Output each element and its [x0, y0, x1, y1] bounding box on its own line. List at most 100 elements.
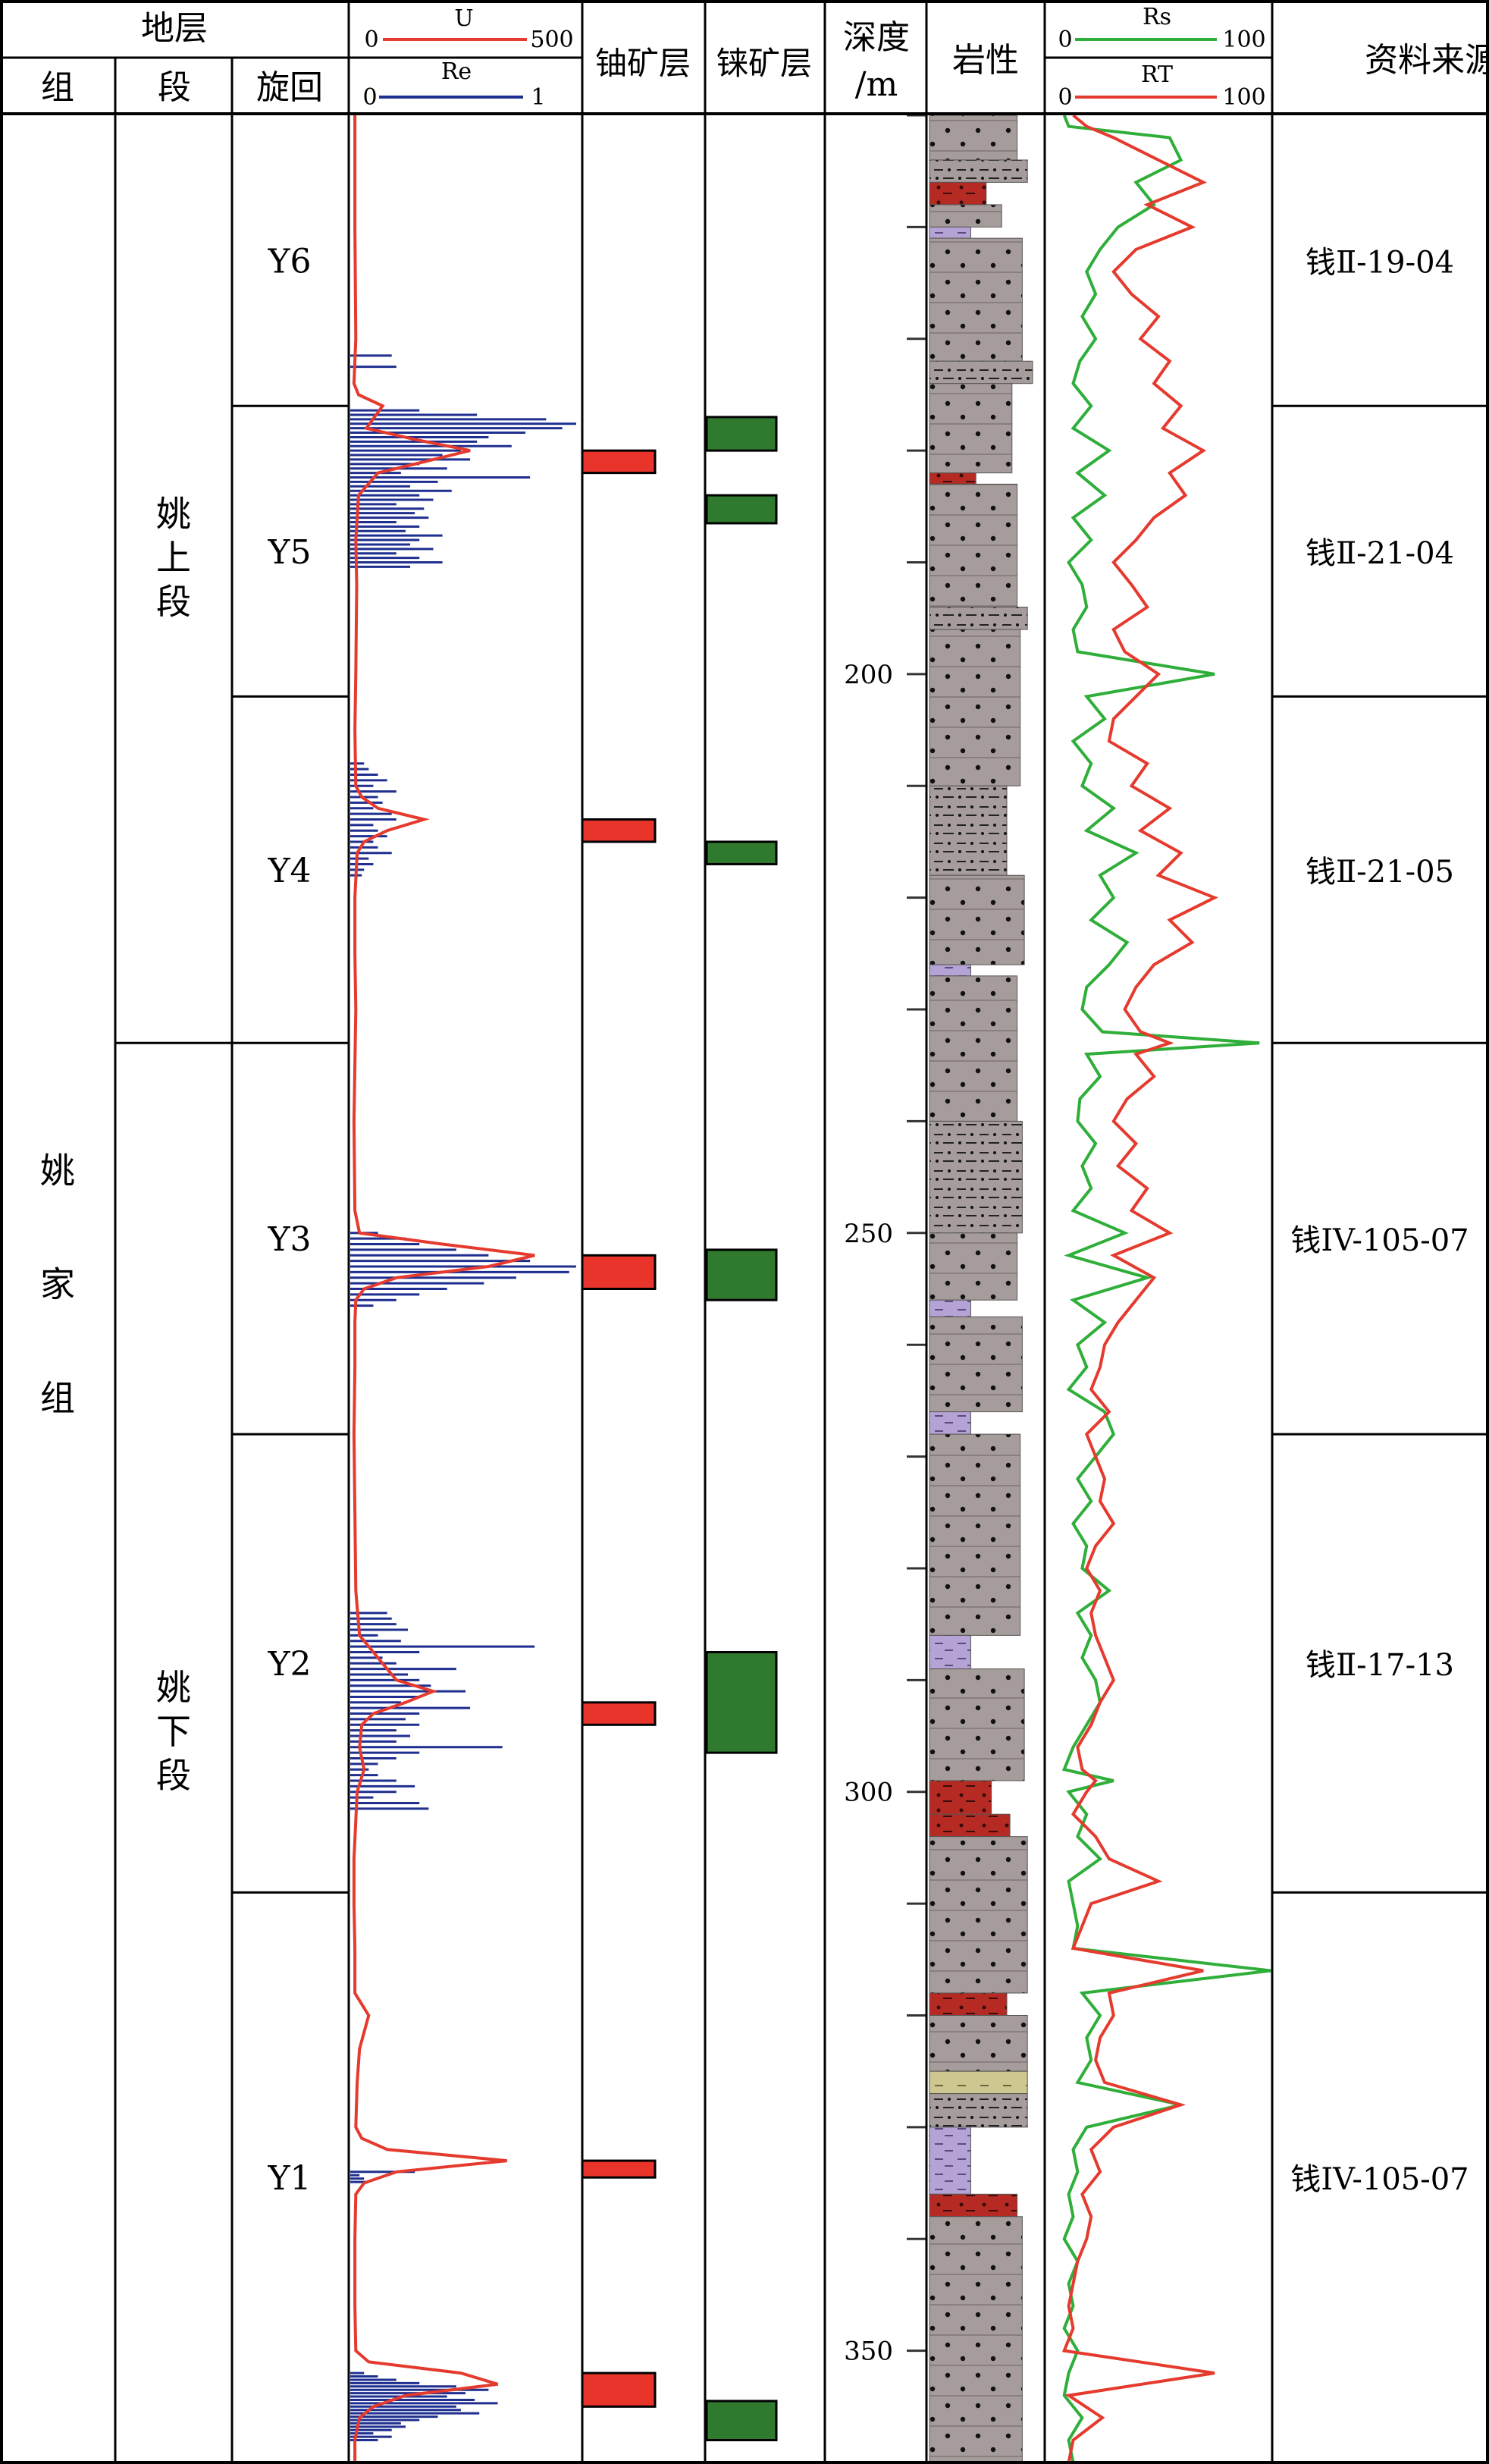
- header-depth-unit: /m: [855, 65, 898, 104]
- depth-tick-label: 350: [844, 2337, 893, 2367]
- lithology-bed: [929, 2193, 1018, 2218]
- rt-min: 0: [1058, 84, 1072, 111]
- lithology-bed: [929, 606, 1028, 630]
- lithology-bed: [929, 964, 971, 977]
- header-source: 资料来源: [1365, 41, 1489, 80]
- source-label: 钱Ⅱ-21-05: [1306, 855, 1454, 890]
- rs-max: 100: [1222, 27, 1265, 53]
- rhenium-layer-block: [705, 1650, 778, 1754]
- lithology-bed: [929, 1668, 1025, 1781]
- group-name-char: 组: [40, 1378, 75, 1419]
- header-member: 段: [158, 68, 191, 107]
- lithology-bed: [929, 1232, 1018, 1301]
- rt-label: RT: [1141, 61, 1173, 88]
- header-uranium-layer: 铀矿层: [595, 45, 691, 82]
- cycle-label: Y5: [267, 533, 311, 572]
- rhenium-layer-block: [705, 494, 778, 525]
- lithology-bed: [929, 2127, 971, 2195]
- lithology-bed: [929, 181, 987, 206]
- stratigraphic-zones: 姚家组姚上段姚下段Y6Y5Y4Y3Y2Y1钱Ⅱ-19-04钱Ⅱ-21-04钱Ⅱ-…: [40, 243, 1487, 2198]
- rhenium-layer-block: [705, 840, 778, 865]
- rs-curve: [1061, 115, 1271, 2463]
- log-curves: [350, 114, 1271, 2463]
- header-cycle: 旋回: [256, 68, 323, 107]
- member-name-char: 姚: [156, 494, 191, 535]
- header-lithology: 岩性: [952, 41, 1019, 80]
- u-min: 0: [364, 27, 378, 53]
- source-label: 钱IV-105-07: [1290, 1223, 1469, 1258]
- header-group: 组: [41, 68, 74, 107]
- lithology-column: [929, 115, 1033, 2463]
- lithology-bed: [929, 159, 1028, 183]
- u-curve: [352, 115, 535, 2462]
- lithology-bed: [929, 2093, 1028, 2128]
- header-depth: 深度: [843, 18, 910, 57]
- lithology-bed: [929, 1299, 971, 1317]
- lithology-bed: [929, 1316, 1023, 1413]
- u-label: U: [454, 5, 473, 32]
- depth-tick-label: 250: [844, 1219, 893, 1249]
- lithology-bed: [929, 226, 971, 239]
- rt-max: 100: [1222, 84, 1265, 111]
- cycle-label: Y3: [267, 1220, 311, 1259]
- uranium-layer-block: [581, 818, 657, 843]
- uranium-layer-block: [581, 1254, 657, 1291]
- re-min: 0: [362, 84, 377, 111]
- member-name-char: 姚: [156, 1667, 191, 1708]
- lithology-bed: [929, 2014, 1028, 2072]
- lithology-bed: [929, 472, 976, 485]
- lithology-bed: [929, 1813, 1011, 1838]
- lithology-bed: [929, 1411, 971, 1435]
- lithology-bed: [929, 2216, 1023, 2463]
- re-max: 1: [531, 84, 545, 111]
- source-label: 钱Ⅱ-21-04: [1306, 536, 1454, 571]
- re-label: Re: [441, 58, 472, 85]
- cycle-label: Y4: [267, 852, 311, 890]
- header-rhenium-layer: 铼矿层: [716, 45, 812, 82]
- lithology-bed: [929, 1634, 971, 1670]
- lithology-bed: [929, 1992, 1008, 2016]
- rs-min: 0: [1058, 27, 1072, 53]
- depth-axis: 200 250 300 350: [844, 114, 926, 2464]
- header-stratum: 地层: [141, 9, 208, 48]
- ore-layers: [581, 416, 778, 2442]
- u-max: 500: [530, 27, 573, 53]
- source-label: 钱Ⅱ-17-13: [1306, 1648, 1454, 1683]
- rt-curve: [1061, 114, 1218, 2463]
- depth-tick-label: 200: [844, 660, 893, 690]
- rs-label: Rs: [1143, 4, 1171, 30]
- depth-tick-label: 300: [844, 1778, 893, 1808]
- uranium-layer-block: [581, 1701, 657, 1726]
- lithology-bed: [929, 115, 1018, 161]
- cycle-label: Y6: [267, 243, 311, 281]
- member-name-char: 下: [156, 1711, 191, 1752]
- lithology-bed: [929, 483, 1018, 607]
- lithology-bed: [929, 629, 1021, 786]
- source-label: 钱Ⅱ-19-04: [1306, 246, 1454, 281]
- lithology-bed: [929, 874, 1025, 965]
- lithology-bed: [929, 1836, 1028, 1994]
- rhenium-layer-block: [705, 1248, 778, 1301]
- lithology-bed: [929, 360, 1033, 385]
- lithology-bed: [929, 383, 1013, 474]
- uranium-layer-block: [581, 449, 657, 475]
- lithology-bed: [929, 785, 1008, 876]
- group-name-char: 姚: [40, 1150, 75, 1191]
- rhenium-layer-block: [705, 2400, 778, 2442]
- lithology-bed: [929, 237, 1023, 362]
- cycle-label: Y1: [267, 2159, 311, 2198]
- lithology-bed: [929, 2070, 1028, 2095]
- lithology-bed: [929, 1433, 1021, 1636]
- lithology-bed: [929, 975, 1018, 1122]
- member-name-char: 段: [156, 1755, 191, 1796]
- source-label: 钱IV-105-07: [1290, 2162, 1469, 2197]
- member-name-char: 段: [156, 582, 191, 623]
- cycle-label: Y2: [267, 1645, 311, 1684]
- lithology-bed: [929, 1120, 1023, 1234]
- uranium-layer-block: [581, 2371, 657, 2408]
- lithology-bed: [929, 204, 1002, 228]
- uranium-layer-block: [581, 2159, 657, 2179]
